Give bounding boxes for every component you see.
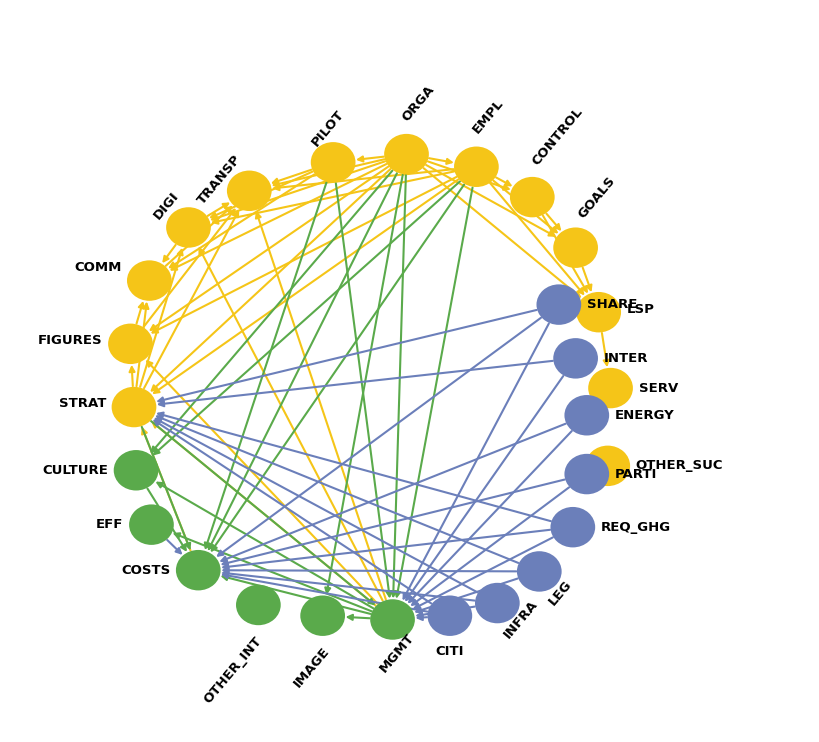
Circle shape	[176, 550, 220, 591]
Circle shape	[166, 207, 210, 248]
Circle shape	[553, 228, 597, 268]
Circle shape	[310, 142, 355, 183]
Circle shape	[383, 134, 428, 174]
Text: INFRA: INFRA	[500, 597, 540, 640]
Text: GOALS: GOALS	[576, 174, 618, 221]
Text: COSTS: COSTS	[121, 564, 170, 577]
Circle shape	[127, 260, 171, 301]
Circle shape	[563, 395, 609, 436]
Text: DIGI: DIGI	[151, 188, 181, 221]
Text: INTER: INTER	[603, 352, 647, 365]
Circle shape	[576, 292, 620, 332]
Circle shape	[300, 596, 345, 636]
Text: ORGA: ORGA	[400, 83, 437, 124]
Circle shape	[516, 551, 561, 591]
Text: CULTURE: CULTURE	[43, 464, 108, 477]
Circle shape	[585, 446, 629, 486]
Text: SERV: SERV	[638, 381, 677, 395]
Text: FIGURES: FIGURES	[38, 334, 102, 347]
Text: LEG: LEG	[545, 577, 574, 608]
Circle shape	[536, 284, 581, 325]
Text: OTHER_SUC: OTHER_SUC	[635, 459, 722, 473]
Circle shape	[550, 507, 595, 548]
Text: IMAGE: IMAGE	[292, 645, 333, 690]
Text: EFF: EFF	[96, 518, 124, 531]
Circle shape	[454, 146, 498, 187]
Text: REQ_GHG: REQ_GHG	[600, 521, 670, 533]
Text: PILOT: PILOT	[309, 107, 346, 148]
Text: OTHER_INT: OTHER_INT	[201, 634, 265, 706]
Text: LSP: LSP	[626, 303, 654, 315]
Circle shape	[236, 585, 280, 626]
Circle shape	[427, 596, 472, 636]
Circle shape	[553, 338, 597, 378]
Circle shape	[509, 177, 554, 217]
Text: SHARE: SHARE	[586, 298, 636, 311]
Circle shape	[114, 450, 158, 490]
Circle shape	[111, 387, 156, 427]
Circle shape	[108, 324, 152, 364]
Circle shape	[587, 368, 632, 408]
Circle shape	[369, 600, 414, 640]
Text: PARTI: PARTI	[614, 467, 656, 481]
Circle shape	[474, 582, 519, 623]
Text: ENERGY: ENERGY	[614, 409, 674, 421]
Text: CITI: CITI	[435, 645, 464, 658]
Circle shape	[227, 171, 271, 211]
Text: STRAT: STRAT	[59, 398, 106, 410]
Text: COMM: COMM	[74, 261, 121, 275]
Circle shape	[563, 454, 609, 494]
Text: TRANSP: TRANSP	[195, 152, 243, 206]
Circle shape	[129, 505, 174, 545]
Text: EMPL: EMPL	[469, 97, 505, 137]
Text: CONTROL: CONTROL	[529, 105, 584, 168]
Text: MGMT: MGMT	[377, 631, 417, 674]
